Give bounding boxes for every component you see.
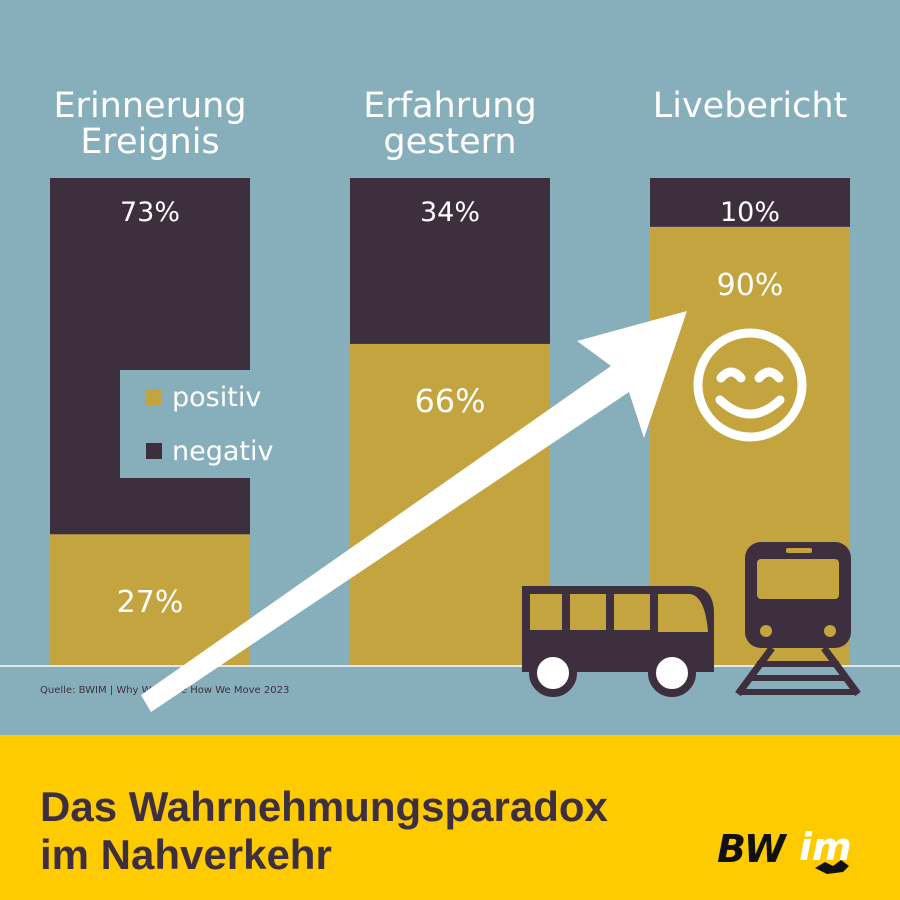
legend-cutout — [120, 370, 252, 478]
arrow-up-right-icon — [141, 311, 687, 712]
value-label-negativ-0: 73% — [120, 197, 180, 228]
svg-text:BW: BW — [717, 827, 788, 871]
page-title-line-2: im Nahverkehr — [40, 831, 332, 878]
category-label-2-line-0: Livebericht — [653, 86, 847, 126]
bar-negativ-2 — [650, 178, 850, 227]
value-label-negativ-1: 34% — [420, 197, 480, 228]
value-label-positiv-0: 27% — [117, 585, 184, 620]
bar-negativ-0 — [50, 178, 250, 535]
legend-label-negativ: negativ — [172, 436, 273, 467]
legend: positiv negativ — [146, 382, 273, 467]
page-title-line-1: Das Wahrnehmungsparadox — [40, 783, 608, 830]
bus-icon — [522, 586, 714, 697]
category-label-0-line-0: Erinnerung — [53, 86, 246, 126]
value-label-positiv-2: 90% — [717, 268, 784, 303]
footer: Das Wahrnehmungsparadox im Nahverkehr BW… — [0, 735, 900, 900]
category-label-1-line-0: Erfahrung — [363, 86, 536, 126]
bar-negativ-1 — [350, 178, 550, 344]
category-label-1-line-1: gestern — [383, 122, 516, 162]
legend-swatch-positiv — [146, 389, 162, 405]
smiley-icon — [693, 328, 807, 442]
category-label-0-line-1: Ereignis — [80, 122, 219, 162]
legend-swatch-negativ — [146, 443, 162, 459]
value-label-negativ-2: 10% — [720, 197, 780, 228]
value-labels: 73% 27% 34% 66% 10% 90% — [117, 197, 784, 620]
legend-label-positiv: positiv — [172, 382, 261, 413]
bwim-logo: BW im — [717, 825, 852, 874]
value-label-positiv-1: 66% — [414, 382, 485, 420]
train-icon — [735, 542, 861, 697]
